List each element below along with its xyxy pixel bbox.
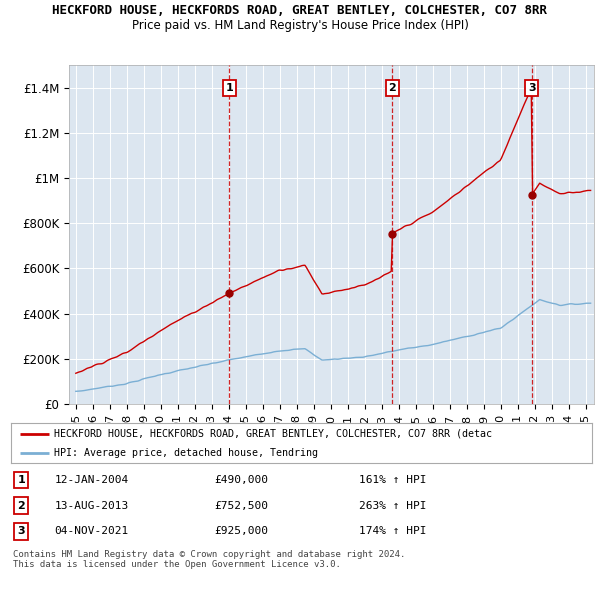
Text: 263% ↑ HPI: 263% ↑ HPI <box>359 500 427 510</box>
Text: 3: 3 <box>528 83 536 93</box>
Text: 12-JAN-2004: 12-JAN-2004 <box>55 474 128 484</box>
Text: Contains HM Land Registry data © Crown copyright and database right 2024.
This d: Contains HM Land Registry data © Crown c… <box>13 550 406 569</box>
Text: £752,500: £752,500 <box>214 500 268 510</box>
Text: HECKFORD HOUSE, HECKFORDS ROAD, GREAT BENTLEY, COLCHESTER, CO7 8RR: HECKFORD HOUSE, HECKFORDS ROAD, GREAT BE… <box>53 4 548 17</box>
Text: 2: 2 <box>388 83 396 93</box>
Text: 174% ↑ HPI: 174% ↑ HPI <box>359 526 427 536</box>
Text: HPI: Average price, detached house, Tendring: HPI: Average price, detached house, Tend… <box>55 448 319 458</box>
Text: 13-AUG-2013: 13-AUG-2013 <box>55 500 128 510</box>
Text: 1: 1 <box>226 83 233 93</box>
Text: 2: 2 <box>17 500 25 510</box>
Text: £925,000: £925,000 <box>214 526 268 536</box>
Text: Price paid vs. HM Land Registry's House Price Index (HPI): Price paid vs. HM Land Registry's House … <box>131 19 469 32</box>
Text: £490,000: £490,000 <box>214 474 268 484</box>
Text: 1: 1 <box>17 474 25 484</box>
Text: HECKFORD HOUSE, HECKFORDS ROAD, GREAT BENTLEY, COLCHESTER, CO7 8RR (detac: HECKFORD HOUSE, HECKFORDS ROAD, GREAT BE… <box>55 429 493 439</box>
Text: 04-NOV-2021: 04-NOV-2021 <box>55 526 128 536</box>
Text: 161% ↑ HPI: 161% ↑ HPI <box>359 474 427 484</box>
Text: 3: 3 <box>17 526 25 536</box>
